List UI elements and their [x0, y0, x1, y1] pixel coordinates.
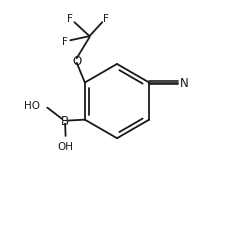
- Text: O: O: [72, 55, 81, 68]
- Text: F: F: [67, 14, 73, 24]
- Text: B: B: [61, 115, 69, 128]
- Text: OH: OH: [58, 141, 74, 151]
- Text: N: N: [180, 77, 189, 90]
- Text: F: F: [62, 36, 68, 47]
- Text: HO: HO: [24, 100, 40, 110]
- Text: F: F: [103, 14, 109, 24]
